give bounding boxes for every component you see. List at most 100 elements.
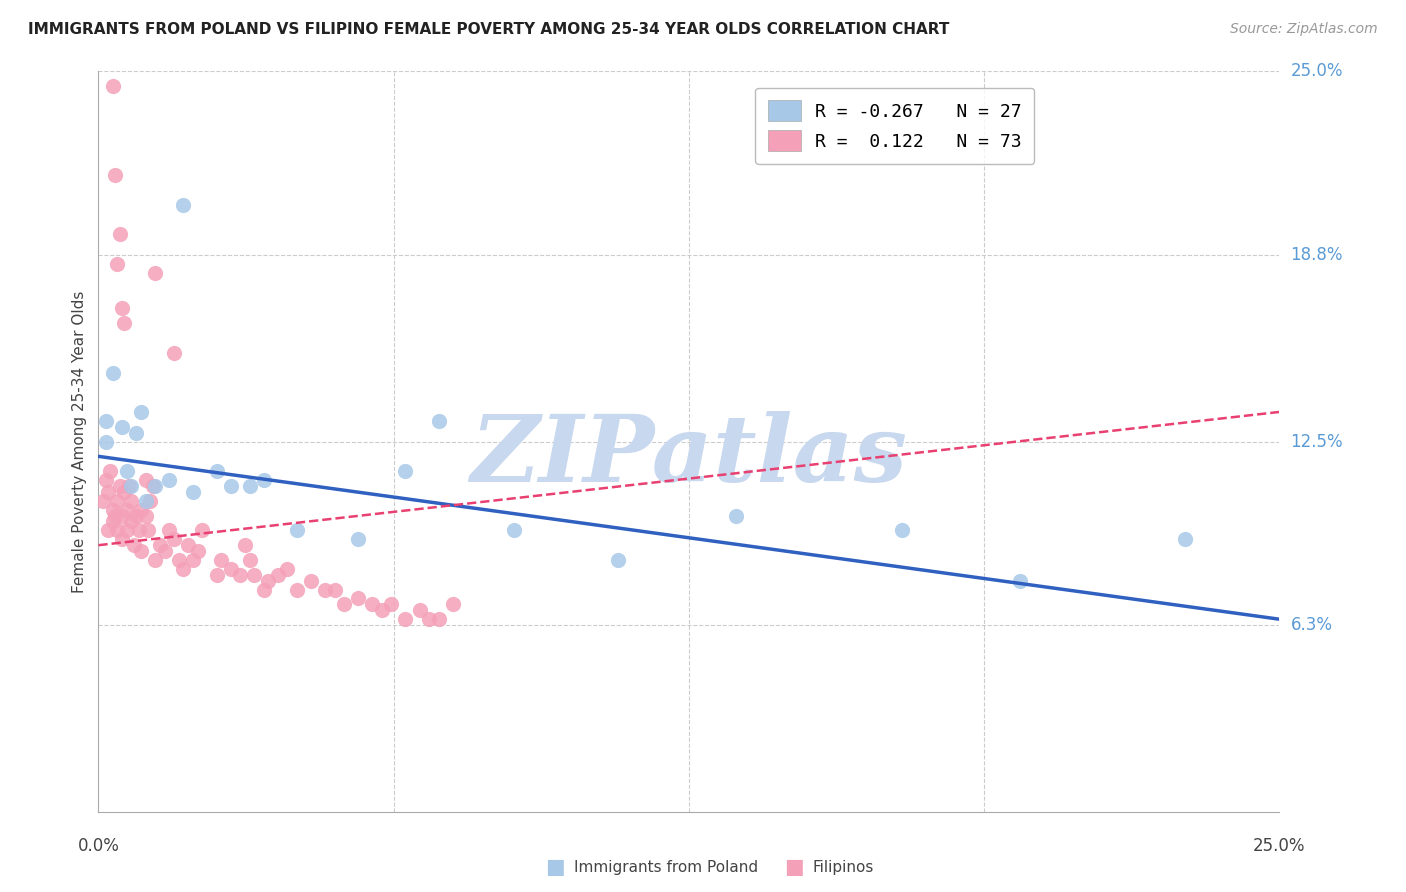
Text: 25.0%: 25.0% xyxy=(1253,837,1306,855)
Text: 18.8%: 18.8% xyxy=(1291,246,1343,264)
Point xyxy=(101,502,124,516)
Point xyxy=(101,79,124,94)
Point xyxy=(94,414,117,428)
Point xyxy=(115,502,138,516)
Point xyxy=(111,419,134,434)
Point xyxy=(97,524,120,538)
Point xyxy=(136,524,159,538)
Point xyxy=(111,533,134,547)
Point xyxy=(276,562,298,576)
Point xyxy=(219,479,242,493)
Point xyxy=(333,598,356,612)
Point xyxy=(115,524,138,538)
Point xyxy=(143,553,166,567)
Point xyxy=(115,464,138,478)
Point xyxy=(149,538,172,552)
Point xyxy=(347,533,370,547)
Point xyxy=(191,524,214,538)
Point xyxy=(122,538,145,552)
Y-axis label: Female Poverty Among 25-34 Year Olds: Female Poverty Among 25-34 Year Olds xyxy=(72,291,87,592)
Point xyxy=(172,562,194,576)
Point xyxy=(239,479,262,493)
Point xyxy=(181,553,204,567)
Legend: R = -0.267   N = 27, R =  0.122   N = 73: R = -0.267 N = 27, R = 0.122 N = 73 xyxy=(755,87,1035,164)
Point xyxy=(209,553,232,567)
Point xyxy=(118,479,141,493)
Point xyxy=(172,197,194,211)
Text: ■: ■ xyxy=(546,857,565,877)
Point xyxy=(380,598,402,612)
Point xyxy=(128,524,150,538)
Point xyxy=(503,524,526,538)
Point xyxy=(394,464,416,478)
Point xyxy=(125,508,148,523)
Point xyxy=(725,508,748,523)
Point xyxy=(285,524,308,538)
Point xyxy=(890,524,912,538)
Point xyxy=(112,484,135,499)
Point xyxy=(299,574,322,588)
Point xyxy=(1008,574,1031,588)
Point xyxy=(157,473,180,487)
Point xyxy=(371,603,394,617)
Point xyxy=(285,582,308,597)
Point xyxy=(101,515,124,529)
Point xyxy=(121,515,143,529)
Point xyxy=(323,582,346,597)
Point xyxy=(135,493,157,508)
Point xyxy=(104,168,127,182)
Point xyxy=(143,266,166,280)
Point xyxy=(121,479,143,493)
Point xyxy=(111,508,134,523)
Point xyxy=(239,553,262,567)
Point xyxy=(105,493,128,508)
Point xyxy=(418,612,440,626)
Point xyxy=(229,567,252,582)
Point xyxy=(253,582,276,597)
Point xyxy=(112,316,135,330)
Point xyxy=(1174,533,1197,547)
Point xyxy=(361,598,384,612)
Point xyxy=(125,425,148,440)
Point xyxy=(135,508,157,523)
Text: 25.0%: 25.0% xyxy=(1291,62,1343,80)
Point xyxy=(91,493,114,508)
Point xyxy=(233,538,256,552)
Point xyxy=(129,405,152,419)
Text: 6.3%: 6.3% xyxy=(1291,616,1333,634)
Point xyxy=(181,484,204,499)
Point xyxy=(143,479,166,493)
Point xyxy=(347,591,370,606)
Point xyxy=(129,544,152,558)
Point xyxy=(104,508,127,523)
Point xyxy=(219,562,242,576)
Point xyxy=(94,473,117,487)
Point xyxy=(253,473,276,487)
Text: Filipinos: Filipinos xyxy=(813,860,875,874)
Point xyxy=(94,434,117,449)
Point xyxy=(121,493,143,508)
Point xyxy=(607,553,630,567)
Point xyxy=(314,582,336,597)
Point xyxy=(142,479,165,493)
Point xyxy=(205,464,228,478)
Point xyxy=(108,227,131,242)
Point xyxy=(129,502,152,516)
Point xyxy=(427,414,450,428)
Point xyxy=(163,345,186,359)
Point xyxy=(108,479,131,493)
Point xyxy=(135,473,157,487)
Point xyxy=(105,524,128,538)
Point xyxy=(394,612,416,626)
Text: Source: ZipAtlas.com: Source: ZipAtlas.com xyxy=(1230,22,1378,37)
Text: ZIPatlas: ZIPatlas xyxy=(471,411,907,501)
Point xyxy=(167,553,190,567)
Point xyxy=(163,533,186,547)
Point xyxy=(153,544,176,558)
Point xyxy=(105,257,128,271)
Point xyxy=(243,567,266,582)
Point xyxy=(257,574,280,588)
Point xyxy=(139,493,162,508)
Text: 12.5%: 12.5% xyxy=(1291,433,1343,450)
Point xyxy=(97,484,120,499)
